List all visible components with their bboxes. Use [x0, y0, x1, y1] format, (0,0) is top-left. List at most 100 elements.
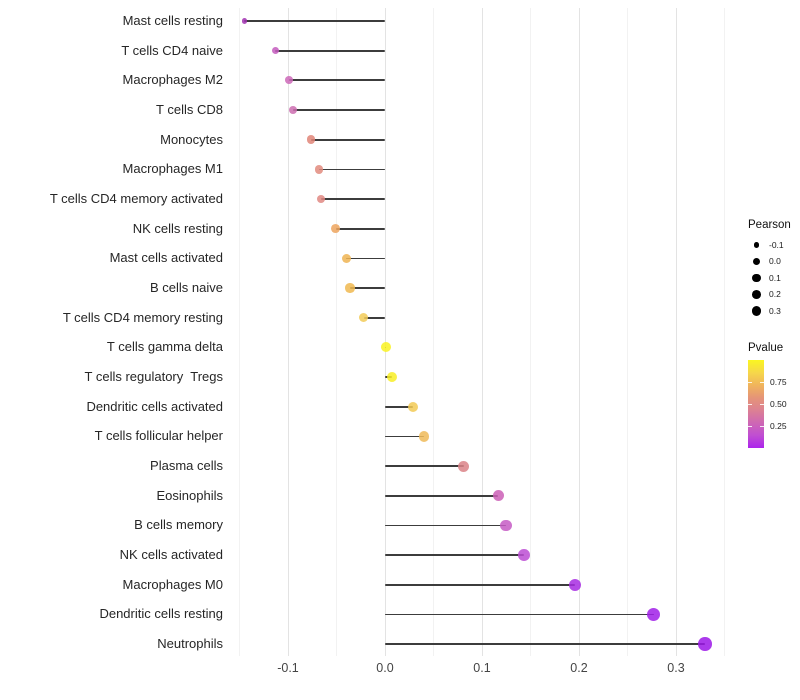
lollipop-dot	[241, 18, 248, 24]
lollipop-stem	[335, 227, 385, 230]
legend-size-label: 0.2	[769, 289, 781, 299]
y-axis-label: T cells CD4 memory resting	[62, 309, 223, 325]
lollipop-stem	[385, 435, 424, 438]
lollipop-stem	[385, 613, 654, 616]
y-axis-label: B cells naive	[150, 280, 223, 296]
colorbar-tick	[748, 404, 752, 405]
y-axis-label: NK cells resting	[132, 220, 223, 236]
gridline-minor	[530, 8, 531, 656]
legend-size-dot	[752, 290, 761, 299]
x-axis-tick-label: 0.3	[667, 661, 685, 675]
lollipop-dot	[647, 607, 661, 621]
y-axis-label: Macrophages M2	[122, 72, 223, 88]
lollipop-dot	[381, 342, 391, 353]
colorbar-tick-label: 0.75	[770, 376, 787, 387]
y-axis-label: Eosinophils	[156, 487, 224, 503]
lollipop-dot	[271, 46, 280, 55]
y-axis-label: NK cells activated	[119, 547, 223, 563]
y-axis-label: Macrophages M1	[122, 161, 223, 177]
lollipop-dot	[500, 519, 512, 532]
legend-size-dot	[752, 273, 761, 283]
lollipop-stem	[385, 494, 499, 497]
lollipop-dot	[386, 372, 397, 382]
colorbar-tick	[760, 382, 764, 383]
y-axis-label: T cells regulatory Tregs	[84, 369, 223, 385]
legend-size-dot	[751, 306, 762, 316]
lollipop-dot	[307, 135, 316, 144]
y-axis-label: T cells CD4 memory activated	[49, 191, 223, 207]
gridline-minor	[724, 8, 725, 656]
lollipop-stem	[385, 643, 706, 645]
lollipop-dot	[341, 253, 351, 263]
pvalue-legend-title: Pvalue	[748, 342, 784, 354]
lollipop-dot	[314, 165, 324, 174]
lollipop-dot	[407, 401, 419, 412]
colorbar-tick	[760, 426, 764, 427]
lollipop-stem	[385, 583, 576, 586]
y-axis-label: Monocytes	[160, 131, 223, 147]
gridline-minor	[239, 8, 240, 656]
legend-size-dot	[752, 257, 761, 266]
y-axis-label: Mast cells resting	[122, 13, 223, 28]
colorbar-tick	[760, 404, 764, 405]
lollipop-dot	[285, 76, 293, 85]
pearson-legend-title: Pearson	[748, 219, 791, 231]
y-axis-label: Dendritic cells activated	[86, 398, 223, 414]
lollipop-stem	[275, 49, 385, 52]
y-axis-label: Neutrophils	[157, 636, 223, 652]
lollipop-stem	[292, 109, 385, 111]
gridline-major	[578, 8, 580, 656]
lollipop-stem	[385, 524, 507, 527]
lollipop-dot	[288, 106, 297, 114]
lollipop-dot	[568, 578, 582, 591]
gridline-major	[384, 8, 386, 656]
legend-size-label: 0.1	[769, 272, 781, 283]
x-axis-tick-label: 0.2	[570, 661, 588, 675]
gridline-major	[675, 8, 677, 656]
lollipop-dot	[345, 283, 355, 293]
lollipop-stem	[288, 79, 385, 82]
lollipop-stem	[385, 554, 524, 556]
lollipop-dot	[358, 312, 369, 323]
y-axis-label: Macrophages M0	[122, 576, 223, 592]
lollipop-stem	[385, 465, 464, 467]
lollipop-dot	[458, 460, 470, 472]
y-axis-label: Mast cells activated	[109, 250, 223, 266]
gridline-minor	[627, 8, 628, 656]
colorbar-tick	[748, 426, 752, 427]
lollipop-stem	[350, 287, 385, 289]
lollipop-stem	[320, 198, 385, 200]
lollipop-stem	[311, 138, 385, 141]
colorbar-tick-label: 0.25	[770, 420, 787, 431]
legend-size-label: -0.1	[769, 239, 784, 250]
y-axis-label: Dendritic cells resting	[99, 606, 223, 622]
lollipop-dot	[418, 431, 429, 442]
lollipop-stem	[319, 168, 385, 171]
y-axis-label: B cells memory	[134, 517, 223, 533]
lollipop-dot	[316, 194, 326, 204]
y-axis-label: T cells follicular helper	[94, 428, 223, 444]
x-axis-tick-label: 0.1	[473, 661, 491, 675]
colorbar-tick-label: 0.50	[770, 398, 787, 409]
lollipop-stem	[244, 20, 385, 22]
lollipop-dot	[698, 637, 712, 651]
lollipop-dot	[331, 224, 340, 234]
gridline-minor	[336, 8, 337, 656]
y-axis-label: T cells gamma delta	[106, 339, 223, 355]
legend-size-label: 0.3	[769, 305, 781, 316]
x-axis-tick-label: -0.1	[277, 661, 299, 675]
gridline-major	[481, 8, 483, 656]
lollipop-stem	[346, 257, 385, 260]
lollipop-dot	[517, 549, 530, 561]
lollipop-stem	[363, 316, 385, 319]
colorbar-tick	[748, 382, 752, 383]
lollipop-dot	[492, 490, 505, 502]
y-axis-label: T cells CD8	[156, 102, 223, 117]
legend-size-dot	[753, 242, 760, 248]
y-axis-label: T cells CD4 naive	[121, 42, 223, 58]
legend-size-label: 0.0	[769, 256, 781, 266]
gridline-minor	[433, 8, 434, 656]
y-axis-label: Plasma cells	[150, 458, 223, 474]
lollipop-stem	[385, 405, 414, 408]
